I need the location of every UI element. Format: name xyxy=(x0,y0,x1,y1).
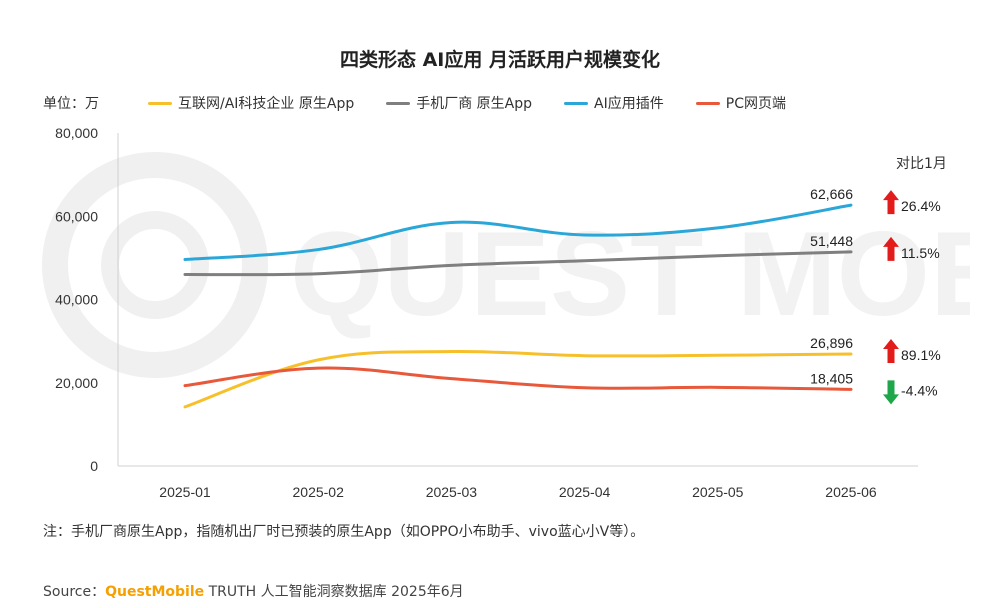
x-tick-label: 2025-01 xyxy=(159,484,211,500)
arrow-up-icon xyxy=(883,339,899,364)
chart-title: 四类形态 AI应用 月活跃用户规模变化 xyxy=(339,49,660,71)
source-prefix: Source： xyxy=(43,584,106,600)
legend-item-ai-plugin: AI应用插件 xyxy=(564,93,664,113)
end-value-label: 51,448 xyxy=(810,233,853,249)
y-tick-label: 60,000 xyxy=(55,208,98,224)
footnote: 注：手机厂商原生App，指随机出厂时已预装的原生App（如OPPO小布助手、vi… xyxy=(43,524,645,540)
end-value-label: 26,896 xyxy=(810,335,853,351)
legend: 互联网/AI科技企业 原生App 手机厂商 原生App AI应用插件 PC网页端 xyxy=(148,93,818,113)
x-tick-label: 2025-04 xyxy=(559,484,611,500)
end-value-label: 18,405 xyxy=(810,370,853,386)
series-line-2 xyxy=(183,203,853,262)
legend-swatch xyxy=(386,101,411,105)
legend-label: 手机厂商 原生App xyxy=(416,96,533,112)
arrow-up-icon xyxy=(883,236,899,261)
legend-label: AI应用插件 xyxy=(594,96,664,112)
unit-label: 单位：万 xyxy=(43,96,99,112)
change-value-label: 26.4% xyxy=(901,198,941,214)
source-brand: QuestMobile xyxy=(105,584,205,600)
source-suffix: TRUTH 人工智能洞察数据库 2025年6月 xyxy=(204,584,464,600)
legend-swatch xyxy=(695,101,720,105)
legend-item-phone-maker-app: 手机厂商 原生App xyxy=(386,93,532,113)
y-tick-label: 0 xyxy=(90,458,98,474)
change-value-label: -4.4% xyxy=(901,382,938,398)
x-tick-label: 2025-03 xyxy=(426,484,478,500)
end-value-label: 62,666 xyxy=(810,186,853,202)
series-line-1 xyxy=(183,250,853,277)
legend-swatch xyxy=(148,101,172,105)
arrow-up-icon xyxy=(883,190,899,215)
x-tick-label: 2025-05 xyxy=(692,484,744,500)
y-tick-label: 20,000 xyxy=(55,375,98,391)
legend-swatch xyxy=(564,101,589,105)
change-value-label: 11.5% xyxy=(901,245,940,261)
legend-item-pc-web: PC网页端 xyxy=(695,93,786,113)
x-tick-label: 2025-02 xyxy=(293,484,345,500)
x-tick-label: 2025-06 xyxy=(825,484,877,500)
legend-label: 互联网/AI科技企业 原生App xyxy=(178,96,355,112)
compare-header: 对比1月 xyxy=(896,156,947,172)
series-line-0 xyxy=(183,349,853,409)
series-line-3 xyxy=(183,366,853,391)
y-tick-label: 80,000 xyxy=(55,125,98,141)
y-tick-label: 40,000 xyxy=(55,292,98,308)
legend-item-internet-app: 互联网/AI科技企业 原生App xyxy=(148,93,354,113)
change-value-label: 89.1% xyxy=(901,347,941,363)
legend-label: PC网页端 xyxy=(725,96,786,112)
source-line: Source：QuestMobile TRUTH 人工智能洞察数据库 2025年… xyxy=(43,581,464,601)
arrow-down-icon xyxy=(883,380,899,405)
